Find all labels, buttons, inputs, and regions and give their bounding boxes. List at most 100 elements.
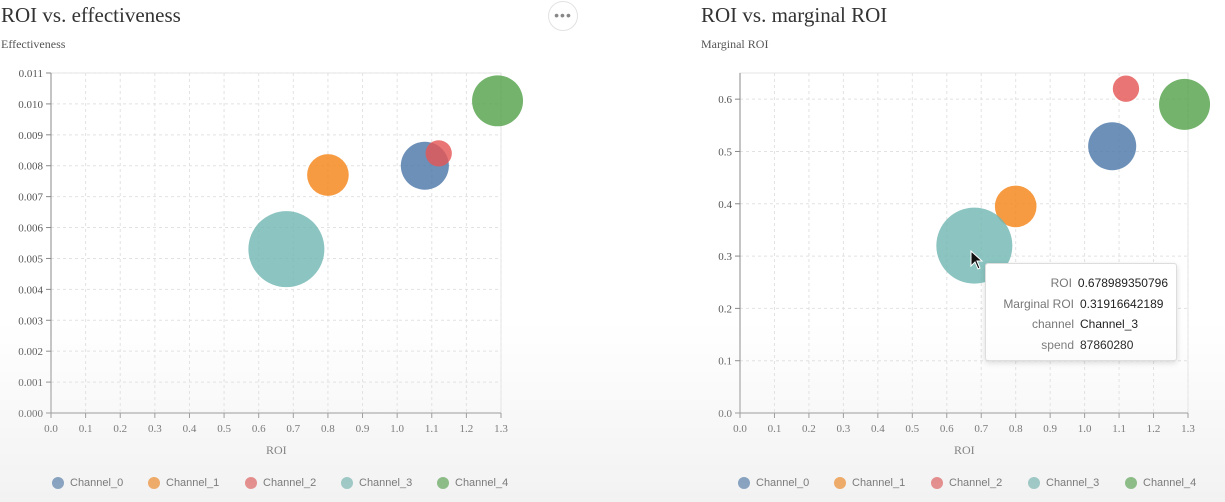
y-tick-label: 0.6	[718, 94, 732, 106]
x-tick-label: 0.1	[768, 423, 782, 435]
legend-swatch	[1028, 477, 1040, 489]
ellipsis-icon: •••	[554, 7, 572, 23]
legend-swatch	[245, 477, 257, 489]
y-axis-title: Marginal ROI	[701, 37, 769, 51]
x-tick-label: 0.8	[321, 423, 335, 435]
legend-swatch	[52, 477, 64, 489]
chart-panel-roi-marginal-roi: ROI vs. marginal ROI Marginal ROI 0.0 0.1…	[612, 0, 1224, 502]
legend-item-channel-3[interactable]: Channel_3	[1028, 477, 1099, 489]
legend-swatch	[834, 477, 846, 489]
x-tick-label: 0.2	[113, 423, 127, 435]
bubble-channel-1[interactable]	[307, 154, 349, 196]
y-tick-label: 0.003	[18, 315, 43, 327]
legend-label: Channel_3	[359, 477, 413, 489]
x-tick-label: 0.7	[974, 423, 988, 435]
x-tick-label: 0.3	[148, 423, 162, 435]
tooltip-row: ROI 0.678989350796	[994, 273, 1168, 294]
x-tick-label: 1.2	[1147, 423, 1161, 435]
legend-swatch	[341, 477, 353, 489]
legend-swatch	[1125, 477, 1137, 489]
bubble-channel-4[interactable]	[472, 75, 524, 127]
bubble-channel-2[interactable]	[1112, 75, 1140, 102]
legend-item-channel-0[interactable]: Channel_0	[52, 477, 123, 489]
tooltip-key: channel	[1031, 317, 1074, 332]
x-tick-label: 0.0	[733, 423, 747, 435]
y-tick-label: 0.4	[718, 199, 732, 211]
legend-swatch	[148, 477, 160, 489]
x-tick-label: 0.9	[356, 423, 370, 435]
y-tick-label: 0.010	[18, 99, 43, 111]
x-axis-title: ROI	[266, 443, 287, 457]
y-tick-label: 0.2	[718, 303, 732, 315]
bubble-channel-3[interactable]	[248, 211, 325, 288]
x-tick-label: 0.6	[252, 423, 266, 435]
y-tick-label: 0.5	[718, 146, 732, 158]
x-tick-label: 1.2	[460, 423, 474, 435]
legend-label: Channel_4	[1143, 477, 1197, 489]
chart-tooltip: ROI 0.678989350796 Marginal ROI 0.319166…	[985, 263, 1177, 361]
chart-legend: Channel_0 Channel_1 Channel_2 Channel_3 Chan…	[612, 477, 1224, 493]
tooltip-row: channel Channel_3	[994, 314, 1168, 335]
x-tick-label: 0.4	[183, 423, 197, 435]
x-tick-label: 0.0	[44, 423, 58, 435]
y-tick-label: 0.009	[18, 130, 43, 142]
legend-swatch	[437, 477, 449, 489]
chart-title: ROI vs. effectiveness	[1, 3, 181, 27]
x-tick-label: 0.6	[940, 423, 954, 435]
y-tick-label: 0.005	[18, 253, 43, 265]
bubble-channel-2[interactable]	[425, 140, 452, 167]
legend-item-channel-0[interactable]: Channel_0	[738, 477, 809, 489]
tooltip-row: Marginal ROI 0.31916642189	[994, 294, 1168, 315]
y-tick-label: 0.011	[19, 68, 43, 80]
bubble-channel-4[interactable]	[1159, 78, 1211, 130]
legend-label: Channel_0	[70, 477, 124, 489]
tooltip-key: ROI	[1050, 276, 1072, 291]
legend-item-channel-4[interactable]: Channel_4	[1125, 477, 1196, 489]
x-tick-label: 0.5	[905, 423, 919, 435]
x-tick-label: 1.1	[1112, 423, 1126, 435]
x-tick-label: 0.8	[1009, 423, 1023, 435]
legend-item-channel-4[interactable]: Channel_4	[437, 477, 508, 489]
tooltip-key: Marginal ROI	[1003, 296, 1074, 311]
legend-label: Channel_2	[263, 477, 317, 489]
legend-swatch	[931, 477, 943, 489]
tooltip-value: 87860280	[1080, 337, 1134, 352]
bubble-channel-0[interactable]	[1088, 122, 1137, 171]
chart-panel-roi-effectiveness: ROI vs. effectiveness Effectiveness 0.0 0…	[0, 0, 612, 502]
mouse-cursor-icon	[970, 250, 984, 270]
tooltip-value: 0.31916642189	[1080, 296, 1164, 311]
x-axis-title: ROI	[954, 443, 975, 457]
legend-label: Channel_1	[852, 477, 906, 489]
tooltip-row: spend 87860280	[994, 335, 1168, 356]
legend-swatch	[738, 477, 750, 489]
x-tick-label: 0.9	[1043, 423, 1057, 435]
legend-item-channel-2[interactable]: Channel_2	[245, 477, 316, 489]
x-tick-label: 0.2	[802, 423, 816, 435]
x-tick-label: 1.1	[425, 423, 439, 435]
y-tick-label: 0.3	[718, 251, 732, 263]
y-tick-label: 0.008	[18, 161, 43, 173]
tooltip-value: Channel_3	[1080, 317, 1139, 332]
legend-item-channel-3[interactable]: Channel_3	[341, 477, 412, 489]
bubble-channel-1[interactable]	[994, 185, 1037, 228]
x-tick-label: 0.4	[871, 423, 885, 435]
legend-label: Channel_1	[166, 477, 220, 489]
x-tick-label: 0.7	[286, 423, 300, 435]
chart-title: ROI vs. marginal ROI	[701, 3, 888, 27]
legend-item-channel-1[interactable]: Channel_1	[148, 477, 219, 489]
x-tick-label: 1.0	[390, 423, 404, 435]
legend-item-channel-1[interactable]: Channel_1	[834, 477, 905, 489]
ellipsis-menu-button[interactable]: •••	[548, 1, 578, 31]
y-tick-label: 0.0	[718, 408, 732, 420]
x-tick-label: 1.0	[1078, 423, 1092, 435]
y-tick-label: 0.001	[18, 377, 43, 389]
legend-label: Channel_0	[756, 477, 810, 489]
scatter-plot: 0.0 0.1 0.2 0.3 0.4 0.5 0.6 0.7 0.8 0.9 1.0 1.1 1.2 1…	[18, 68, 524, 435]
scatter-plot: 0.0 0.1 0.2 0.3 0.4 0.5 0.6 0.7 0.8 0.9 1.0 1.1 1.2 1…	[718, 72, 1211, 435]
legend-label: Channel_3	[1046, 477, 1100, 489]
x-tick-label: 1.3	[1181, 423, 1195, 435]
y-tick-label: 0.004	[18, 284, 43, 296]
legend-item-channel-2[interactable]: Channel_2	[931, 477, 1002, 489]
y-tick-label: 0.002	[18, 346, 43, 358]
legend-label: Channel_2	[949, 477, 1003, 489]
